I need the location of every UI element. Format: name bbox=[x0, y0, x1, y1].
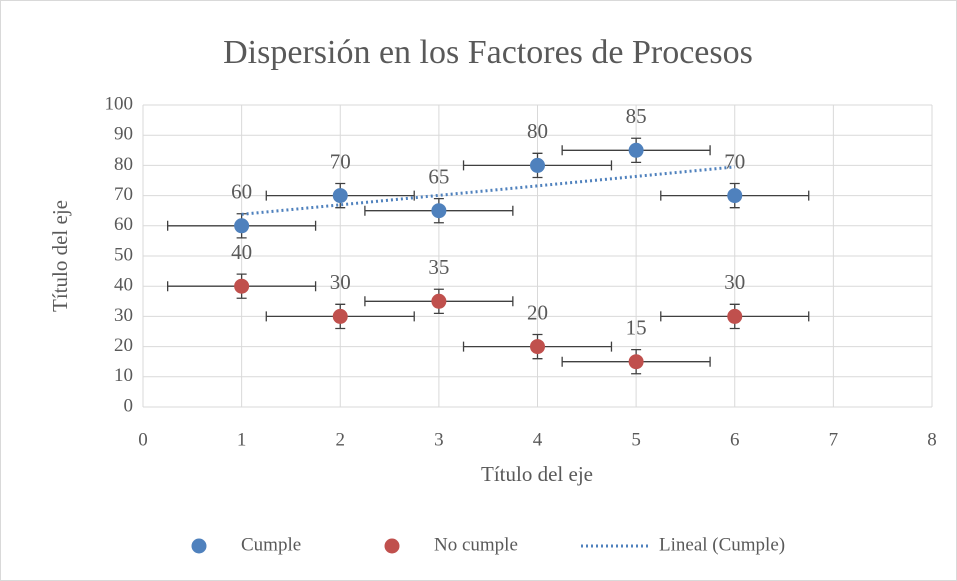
data-label: 30 bbox=[330, 270, 351, 294]
x-tick-label: 3 bbox=[434, 429, 444, 450]
data-label: 35 bbox=[428, 255, 449, 279]
y-tick-label: 30 bbox=[114, 305, 133, 326]
y-tick-label: 100 bbox=[105, 93, 134, 114]
x-tick-label: 0 bbox=[138, 429, 148, 450]
x-tick-label: 4 bbox=[533, 429, 543, 450]
data-label: 65 bbox=[428, 165, 449, 189]
x-tick-label: 6 bbox=[730, 429, 740, 450]
y-tick-label: 0 bbox=[124, 395, 134, 416]
point bbox=[628, 142, 644, 158]
point bbox=[530, 339, 545, 355]
data-label: 30 bbox=[724, 270, 745, 294]
data-label: 60 bbox=[231, 180, 252, 204]
data-label: 40 bbox=[231, 240, 252, 264]
data-label: 80 bbox=[527, 119, 548, 143]
y-tick-label: 90 bbox=[114, 124, 133, 145]
legend-swatch bbox=[384, 538, 400, 554]
y-tick-label: 10 bbox=[114, 365, 133, 386]
point bbox=[431, 293, 447, 309]
y-tick-label: 80 bbox=[114, 154, 133, 175]
point bbox=[628, 354, 644, 370]
x-tick-label: 2 bbox=[336, 429, 346, 450]
x-axis-title: Título del eje bbox=[481, 462, 593, 486]
data-label: 85 bbox=[626, 104, 647, 128]
data-label: 15 bbox=[626, 316, 647, 340]
y-tick-label: 40 bbox=[114, 275, 133, 296]
point bbox=[234, 218, 250, 234]
data-label: 70 bbox=[724, 149, 745, 173]
point bbox=[332, 188, 348, 204]
data-label: 70 bbox=[330, 149, 351, 173]
legend-label: Cumple bbox=[241, 534, 301, 555]
y-tick-label: 70 bbox=[114, 184, 133, 205]
x-tick-label: 5 bbox=[631, 429, 641, 450]
y-tick-label: 50 bbox=[114, 244, 133, 265]
legend-label: No cumple bbox=[434, 534, 518, 555]
point bbox=[431, 203, 447, 219]
chart-title: Dispersión en los Factores de Procesos bbox=[223, 34, 753, 71]
point bbox=[530, 157, 545, 173]
y-axis-title: Título del eje bbox=[48, 200, 72, 312]
data-label: 20 bbox=[527, 300, 548, 324]
y-tick-label: 20 bbox=[114, 335, 133, 356]
x-tick-label: 8 bbox=[927, 429, 937, 450]
point bbox=[234, 278, 250, 294]
point bbox=[332, 308, 348, 324]
legend-swatch bbox=[191, 538, 207, 554]
point bbox=[727, 188, 743, 204]
x-tick-label: 7 bbox=[829, 429, 839, 450]
x-tick-label: 1 bbox=[237, 429, 247, 450]
legend-label: Lineal (Cumple) bbox=[659, 534, 785, 555]
point bbox=[727, 308, 743, 324]
y-tick-label: 60 bbox=[114, 214, 133, 235]
